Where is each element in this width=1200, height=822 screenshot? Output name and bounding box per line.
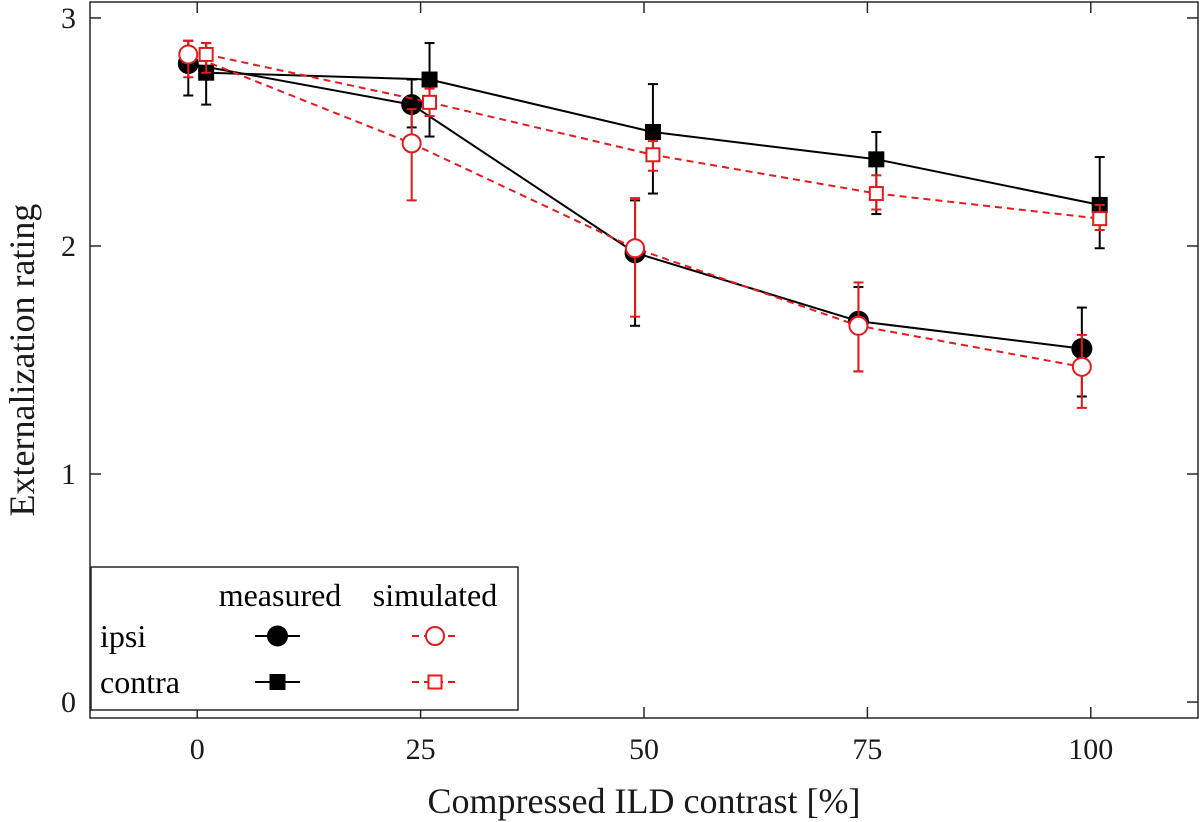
data-point [645,147,661,163]
y-tick-label: 0 [61,686,76,719]
data-point [625,238,646,259]
axis-ticks: 0 25 50 75 100 0 1 2 3 [61,2,1198,766]
legend-sample-contra-measured [255,674,300,690]
data-point [868,186,884,202]
x-tick-label: 50 [629,733,659,766]
data-point [198,46,214,62]
x-tick-label: 0 [190,733,205,766]
y-tick-label: 2 [61,230,76,263]
data-point [178,44,199,65]
data-point [1092,211,1108,227]
series-layer [177,39,1108,409]
data-point [868,151,885,168]
legend-sample-marker [425,626,445,646]
legend-header-measured: measured [219,577,342,613]
legend-row-contra: contra [100,664,180,700]
x-tick-label: 75 [852,733,882,766]
y-tick-label: 3 [61,2,76,35]
legend-sample-contra-simulated [412,674,458,690]
data-point [644,123,661,140]
series-line-ipsi-simulated [187,53,1082,368]
y-axis-title: Externalization rating [2,204,42,517]
data-point [421,71,438,88]
error-bar [406,108,417,202]
x-tick-label: 25 [406,733,436,766]
legend-sample-ipsi-simulated [412,626,458,646]
x-axis-title: Compressed ILD contrast [%] [428,781,861,821]
legend: measured simulated ipsi contra [90,566,519,711]
legend-row-ipsi: ipsi [100,618,146,654]
legend-sample-marker [427,674,443,690]
series-ipsi-simulated [178,39,1092,409]
legend-samples [255,625,458,690]
data-point [848,315,869,336]
series-contra-measured [198,42,1108,250]
series-contra-simulated [198,42,1108,232]
y-tick-label: 1 [61,458,76,491]
legend-box [90,566,519,711]
legend-sample-ipsi-measured [255,625,300,647]
x-tick-label: 100 [1068,733,1113,766]
legend-header-simulated: simulated [373,577,497,613]
data-point [422,94,438,110]
legend-sample-marker [269,674,286,690]
legend-sample-marker [267,625,288,647]
data-point [1071,356,1092,377]
data-point [401,133,422,154]
